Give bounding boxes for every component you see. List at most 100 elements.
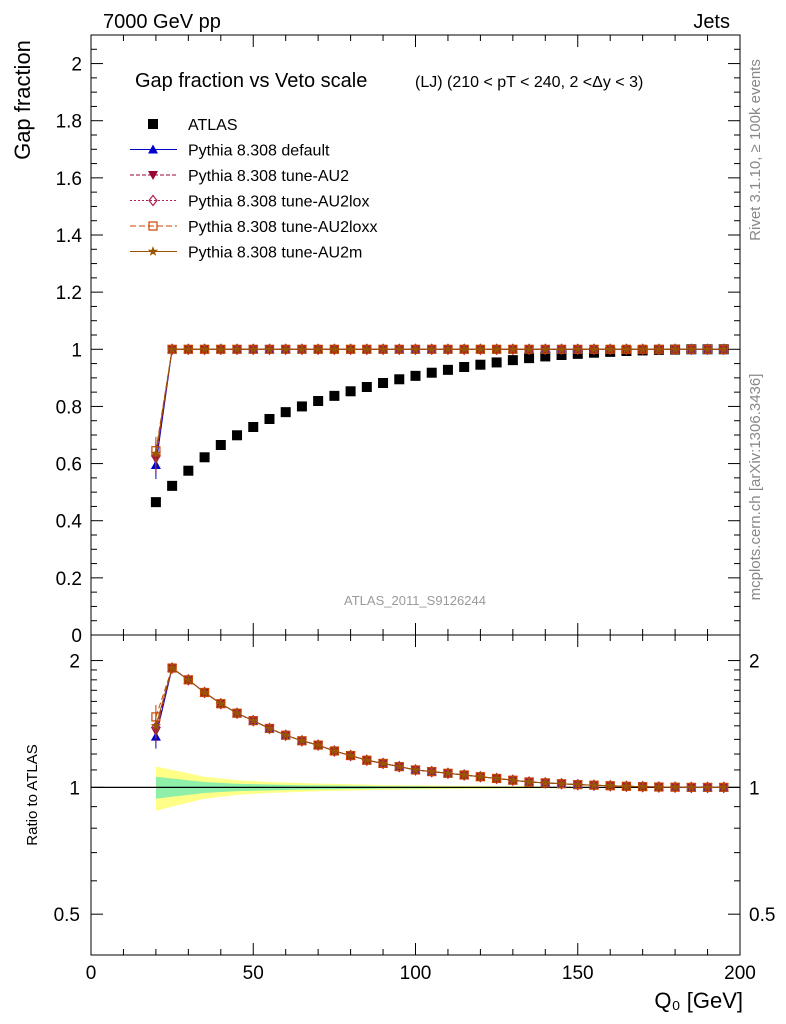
mc-point <box>507 343 519 354</box>
legend-label: Pythia 8.308 tune-AU2 <box>188 168 349 185</box>
ratio-ylabel: Ratio to ATLAS <box>24 744 41 845</box>
ratio-series-marks <box>150 662 729 794</box>
ratio-point <box>231 707 243 718</box>
ratio-point <box>540 777 551 788</box>
mc-point <box>653 343 665 354</box>
mc-point <box>442 343 454 354</box>
mc-point <box>637 343 648 354</box>
atlas-point <box>264 414 275 424</box>
main-ytick-label: 0.2 <box>56 569 82 590</box>
ratio-point <box>329 745 340 756</box>
main-ytick-label: 1.8 <box>56 112 82 133</box>
mc-point <box>475 343 486 354</box>
ratio-series-line <box>155 667 724 788</box>
main-series-marks <box>150 343 729 508</box>
mc-point <box>702 343 713 354</box>
atlas-point <box>329 390 340 401</box>
ratio-series-line <box>155 667 724 788</box>
atlas-point <box>280 407 291 418</box>
ratio-series-line <box>155 667 724 788</box>
ratio-point <box>523 776 535 787</box>
atlas-point <box>491 357 502 368</box>
ratio-point <box>264 723 275 733</box>
mc-point <box>605 343 616 354</box>
mc-point <box>669 343 681 354</box>
mc-point <box>345 343 356 354</box>
ratio-point <box>296 735 308 746</box>
ratio-ytick-label-right: 2 <box>749 652 760 673</box>
ratio-point <box>166 662 178 673</box>
ratio-point <box>199 687 210 697</box>
ratio-ytick-label-left: 0.5 <box>54 905 80 926</box>
atlas-point <box>167 480 178 491</box>
ratio-point <box>312 739 324 750</box>
ratio-point <box>588 779 600 790</box>
ratio-point <box>183 674 194 685</box>
legend-label: Pythia 8.308 tune-AU2lox <box>188 194 369 211</box>
legend-marker <box>148 171 158 180</box>
mc-point <box>166 343 178 354</box>
mc-point <box>248 343 259 354</box>
mc-point <box>572 343 583 354</box>
atlas-point <box>361 382 372 392</box>
ratio-point <box>621 780 632 791</box>
ratio-point <box>426 766 437 777</box>
ratio-panel: Ratio to ATLAS Q₀ [GeV] 0.5 0.5 1 1 2 2 0 50 100… <box>24 634 775 1013</box>
mc-point <box>686 343 697 354</box>
atlas-point <box>248 422 259 432</box>
rivet-label: Rivet 3.1.10, ≥ 100k events <box>747 59 764 241</box>
atlas-point <box>410 370 421 381</box>
analysis-watermark: ATLAS_2011_S9126244 <box>344 593 486 608</box>
ratio-point <box>345 750 356 760</box>
atlas-point <box>394 374 405 385</box>
atlas-point <box>232 430 243 441</box>
ratio-ytick-label-left: 2 <box>69 652 80 673</box>
mc-point <box>523 343 535 354</box>
atlas-point <box>150 497 161 508</box>
mc-point <box>264 343 275 354</box>
main-subtitle: (LJ) (210 < pT < 240, 2 <Δy < 3) <box>415 74 643 91</box>
main-ytick-label: 0.8 <box>56 397 82 418</box>
main-series-line <box>155 348 724 466</box>
mc-point <box>540 343 551 354</box>
ratio-uncertainty-band <box>91 766 740 811</box>
ratio-point <box>475 771 486 782</box>
mc-point <box>215 343 226 354</box>
legend-label: Pythia 8.308 tune-AU2loxx <box>188 219 377 236</box>
main-series-line <box>155 348 724 457</box>
legend-label: Pythia 8.308 tune-AU2m <box>188 245 362 262</box>
ratio-point <box>394 761 405 772</box>
legend-marker <box>147 246 159 256</box>
atlas-point <box>199 452 210 463</box>
mc-point <box>231 343 243 354</box>
mc-point <box>296 343 308 354</box>
atlas-point <box>540 351 551 362</box>
mc-point <box>361 343 373 354</box>
ratio-xtick-label: 100 <box>400 963 432 984</box>
ratio-series-line <box>155 667 724 788</box>
ratio-point <box>572 779 583 790</box>
main-axis-ticks: 0 0.2 0.4 0.6 0.8 1 1.2 1.4 1.6 1.8 2 <box>56 34 741 647</box>
ratio-point <box>248 715 259 726</box>
atlas-point <box>459 362 470 372</box>
ratio-axis-ticks: 0.5 0.5 1 1 2 2 0 50 100 150 200 <box>54 635 775 984</box>
ratio-point <box>458 769 470 780</box>
ratio-point <box>507 774 519 785</box>
main-ytick-label: 1.2 <box>56 283 82 304</box>
ratio-point <box>605 780 616 791</box>
ratio-point <box>637 781 648 792</box>
main-ytick-label: 1.4 <box>56 226 83 247</box>
ratio-point <box>150 720 162 731</box>
mc-point <box>556 343 567 354</box>
atlas-point <box>442 364 453 375</box>
mc-point <box>426 343 437 354</box>
ratio-xtick-label: 50 <box>243 963 264 984</box>
legend-label: Pythia 8.308 default <box>188 143 330 160</box>
main-ytick-label: 0 <box>71 626 82 647</box>
ratio-xlabel: Q₀ [GeV] <box>654 988 743 1013</box>
mc-point <box>150 448 162 458</box>
mc-point <box>199 343 210 354</box>
atlas-point <box>507 355 518 366</box>
mc-point <box>280 343 291 354</box>
